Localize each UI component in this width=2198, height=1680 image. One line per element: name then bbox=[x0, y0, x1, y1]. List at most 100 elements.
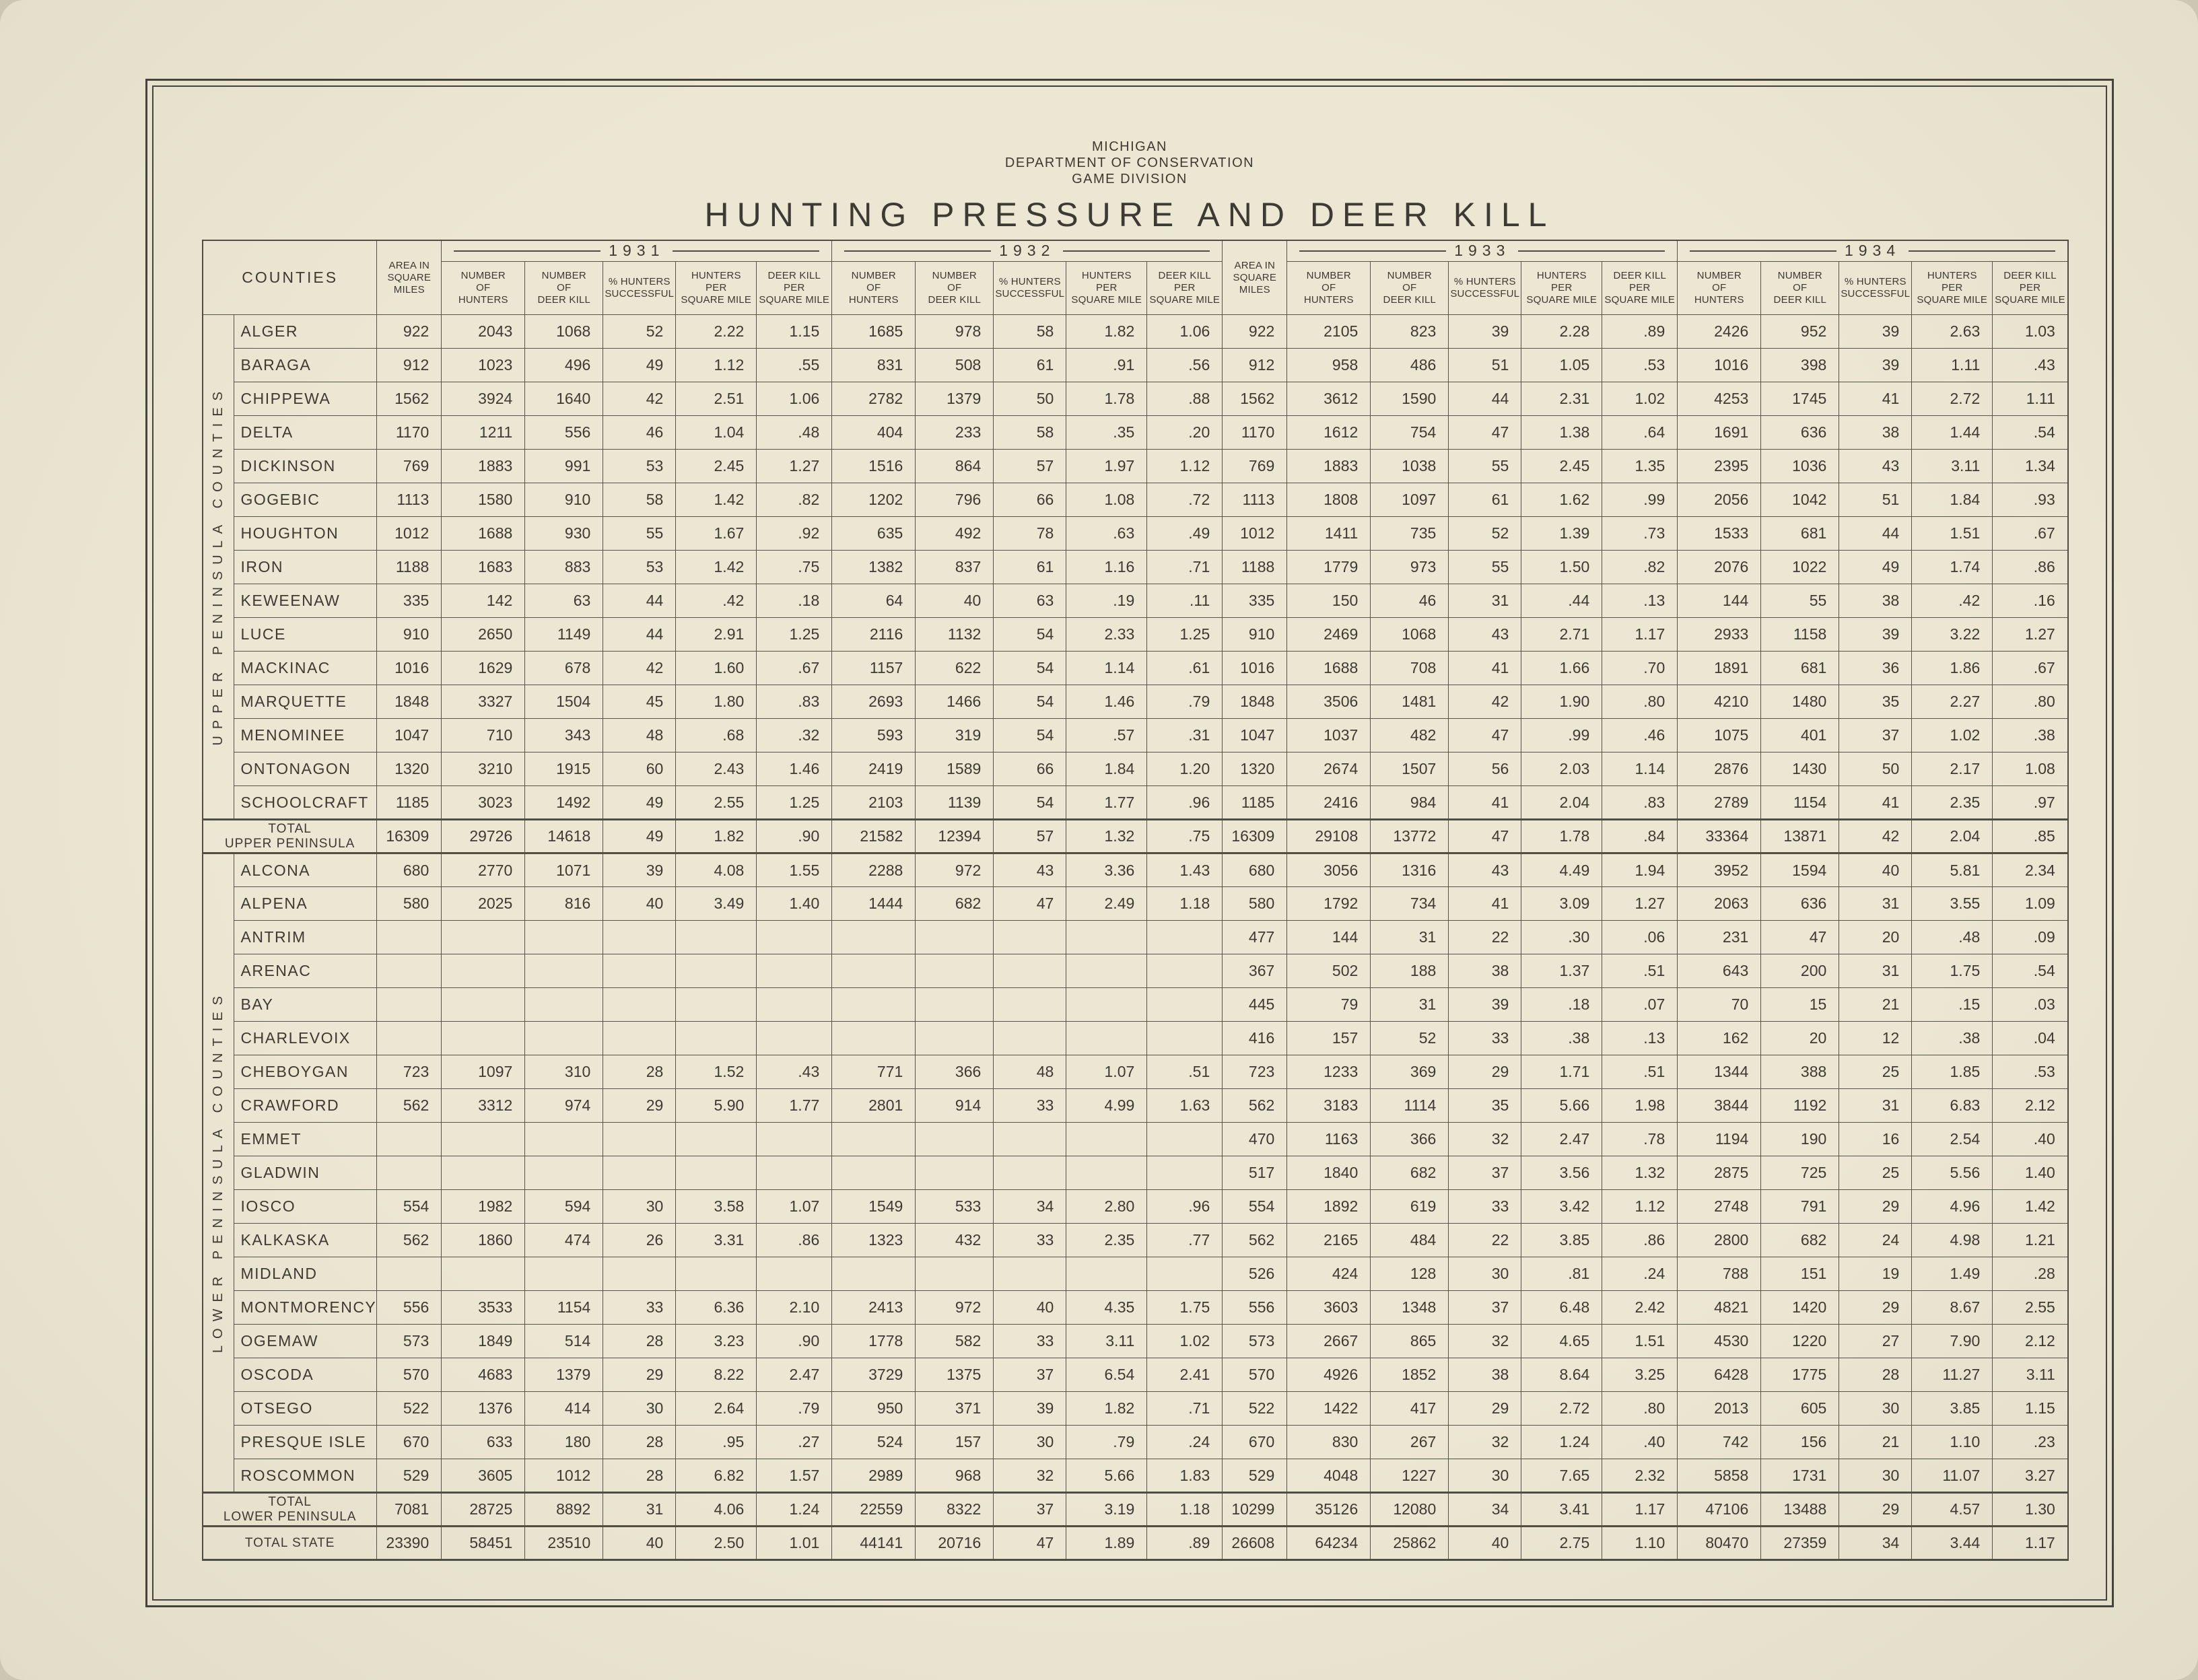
section-label: LOWER PENINSULA COUNTIES bbox=[210, 989, 226, 1354]
data-cell: 1.03 bbox=[1992, 314, 2069, 349]
data-cell: 29 bbox=[1839, 1492, 1913, 1527]
data-cell: 2674 bbox=[1286, 752, 1371, 786]
data-cell: 3.36 bbox=[1066, 853, 1148, 887]
data-cell: 29108 bbox=[1286, 818, 1371, 854]
data-cell: 4048 bbox=[1286, 1459, 1371, 1493]
area-cell: 522 bbox=[376, 1391, 442, 1426]
table-row: GOGEBIC 1113 1580 910 58 1.42.82 1202 796 66 1.08… bbox=[203, 483, 2069, 517]
data-cell: 972 bbox=[915, 1290, 994, 1325]
data-cell: 157 bbox=[1286, 1021, 1371, 1055]
area-cell: 1170 bbox=[376, 415, 442, 450]
data-cell: 151 bbox=[1760, 1257, 1840, 1291]
table-row: BARAGA 912 1023 496 49 1.12.55 831 508 61.91.56 9… bbox=[203, 348, 2069, 382]
data-cell bbox=[993, 1021, 1067, 1055]
data-cell: 1549 bbox=[831, 1189, 916, 1224]
data-cell: 796 bbox=[915, 483, 994, 517]
data-cell: 1685 bbox=[831, 314, 916, 349]
data-cell: .79 bbox=[1066, 1425, 1148, 1459]
data-cell: 1.94 bbox=[1602, 853, 1678, 887]
data-cell: 3183 bbox=[1286, 1088, 1371, 1123]
area-cell: 1012 bbox=[1222, 516, 1288, 551]
data-cell: .20 bbox=[1146, 415, 1223, 450]
table-row: ONTONAGON 1320 3210 1915 60 2.43 1.46 2419 1589 6… bbox=[203, 752, 2069, 786]
data-cell: 2650 bbox=[441, 617, 526, 652]
data-cell bbox=[831, 1257, 916, 1291]
data-cell: 25862 bbox=[1370, 1525, 1449, 1561]
data-cell: 1.86 bbox=[1911, 651, 1993, 685]
data-cell: 54 bbox=[993, 718, 1067, 753]
county-name: CRAWFORD bbox=[233, 1088, 378, 1123]
data-cell: 44141 bbox=[831, 1525, 916, 1561]
data-cell: 8.22 bbox=[675, 1358, 757, 1392]
county-name: ARENAC bbox=[233, 954, 378, 988]
data-cell: .99 bbox=[1602, 483, 1678, 517]
data-cell: 28 bbox=[603, 1324, 677, 1358]
data-cell: 2801 bbox=[831, 1088, 916, 1123]
data-cell: 40 bbox=[915, 584, 994, 618]
data-cell: 3.85 bbox=[1521, 1223, 1603, 1257]
data-cell: 2469 bbox=[1286, 617, 1371, 652]
data-cell: 30 bbox=[603, 1391, 677, 1426]
county-name: IOSCO bbox=[233, 1189, 378, 1224]
area-header-line: AREA IN bbox=[1234, 259, 1276, 271]
data-cell: 1.10 bbox=[1911, 1425, 1993, 1459]
area-cell: 1320 bbox=[376, 752, 442, 786]
data-cell: 682 bbox=[915, 886, 994, 921]
data-cell: 1376 bbox=[441, 1391, 526, 1426]
table-body: UPPER PENINSULA COUNTIES ALGER 922 2043 1068… bbox=[202, 314, 2069, 1561]
data-cell: 3.19 bbox=[1066, 1492, 1148, 1527]
data-cell: 635 bbox=[831, 516, 916, 551]
data-cell bbox=[603, 987, 677, 1022]
area-header-line: SQUARE bbox=[387, 271, 432, 283]
data-cell: 33 bbox=[993, 1088, 1067, 1123]
data-cell: 1808 bbox=[1286, 483, 1371, 517]
table-row: ALPENA 580 2025 816 40 3.49 1.40 1444 682 47 2.49 1… bbox=[203, 886, 2069, 921]
data-cell: 16 bbox=[1839, 1122, 1913, 1156]
data-cell: 1.08 bbox=[1992, 752, 2069, 786]
data-cell: 51 bbox=[1448, 348, 1522, 382]
data-cell: .49 bbox=[1146, 516, 1223, 551]
data-cell: 3.42 bbox=[1521, 1189, 1603, 1224]
data-cell: .86 bbox=[756, 1223, 833, 1257]
data-cell: .51 bbox=[1602, 954, 1678, 988]
data-cell bbox=[1146, 1156, 1223, 1190]
area-cell: 10299 bbox=[1222, 1492, 1288, 1527]
data-cell: 6428 bbox=[1677, 1358, 1762, 1392]
data-cell: 4.98 bbox=[1911, 1223, 1993, 1257]
area-cell: 1170 bbox=[1222, 415, 1288, 450]
data-cell: 1.62 bbox=[1521, 483, 1603, 517]
data-cell: 34 bbox=[993, 1189, 1067, 1224]
data-cell: .18 bbox=[1521, 987, 1603, 1022]
data-cell: 58 bbox=[603, 483, 677, 517]
data-cell: 1158 bbox=[1760, 617, 1840, 652]
data-cell: 47 bbox=[1448, 415, 1522, 450]
data-cell bbox=[915, 954, 994, 988]
data-cell: 984 bbox=[1370, 785, 1449, 820]
data-cell: 735 bbox=[1370, 516, 1449, 551]
data-cell: 32 bbox=[1448, 1324, 1522, 1358]
area-cell: 562 bbox=[1222, 1223, 1288, 1257]
data-cell: 21 bbox=[1839, 987, 1913, 1022]
data-cell: 1382 bbox=[831, 550, 916, 584]
data-cell: 233 bbox=[915, 415, 994, 450]
data-cell: 1.49 bbox=[1911, 1257, 1993, 1291]
data-cell: 46 bbox=[603, 415, 677, 450]
data-cell: 5.90 bbox=[675, 1088, 757, 1123]
data-cell bbox=[524, 1156, 604, 1190]
data-cell: 1071 bbox=[524, 853, 604, 887]
data-cell: 1775 bbox=[1760, 1358, 1840, 1392]
data-cell bbox=[915, 1021, 994, 1055]
total-label: TOTAL LOWER PENINSULA bbox=[202, 1492, 378, 1527]
data-cell bbox=[756, 954, 833, 988]
county-name: LUCE bbox=[233, 617, 378, 652]
data-cell: 29 bbox=[603, 1358, 677, 1392]
data-cell: .64 bbox=[1602, 415, 1678, 450]
data-cell: 388 bbox=[1760, 1055, 1840, 1089]
data-cell: 29 bbox=[1839, 1189, 1913, 1224]
data-cell: 35 bbox=[1839, 685, 1913, 719]
data-cell: 371 bbox=[915, 1391, 994, 1426]
data-cell: 514 bbox=[524, 1324, 604, 1358]
data-cell bbox=[603, 1122, 677, 1156]
data-cell bbox=[915, 987, 994, 1022]
data-cell bbox=[993, 1257, 1067, 1291]
